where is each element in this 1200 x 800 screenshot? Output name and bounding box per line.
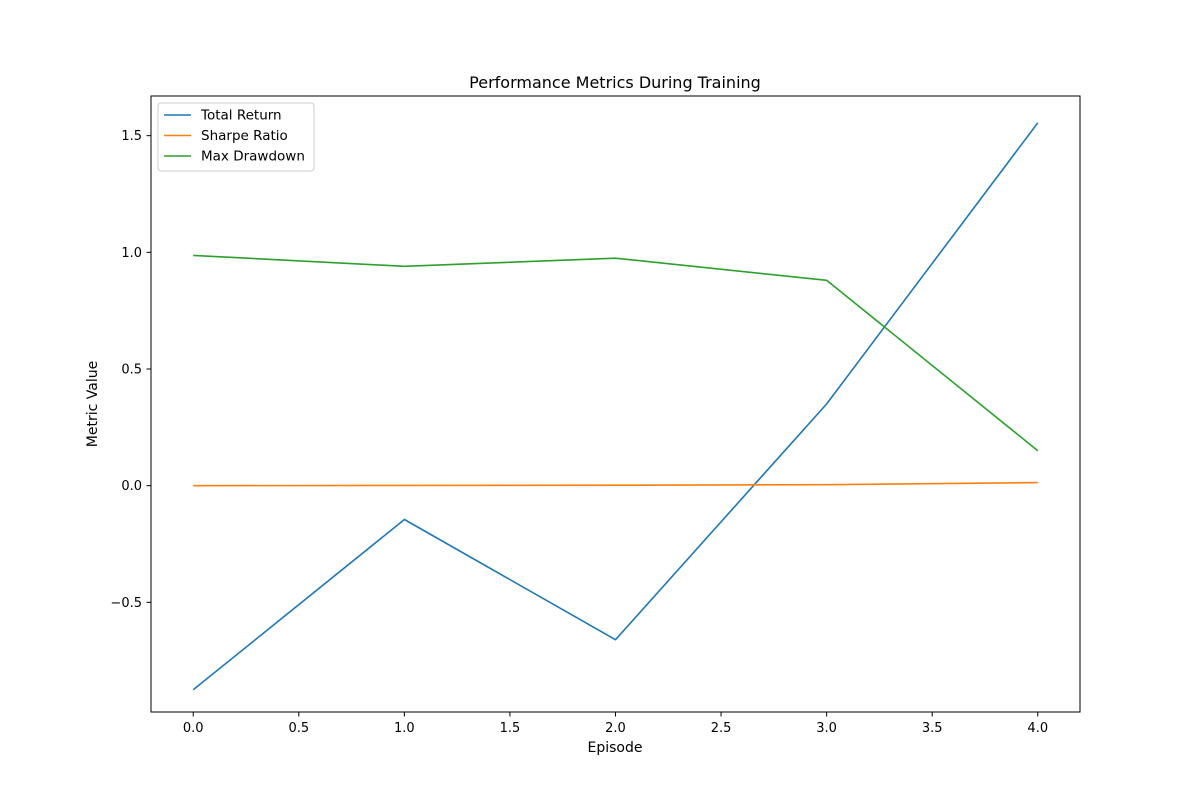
x-tick-label: 3.0	[816, 721, 837, 736]
y-tick-label: 0.5	[121, 363, 142, 378]
chart-title: Performance Metrics During Training	[469, 73, 761, 92]
y-tick-label: −0.5	[110, 596, 142, 611]
x-tick-label: 1.0	[394, 721, 415, 736]
x-axis-label: Episode	[588, 740, 643, 756]
x-tick-label: 2.5	[711, 721, 732, 736]
legend-frame	[157, 102, 315, 172]
x-tick-label: 0.5	[288, 721, 309, 736]
x-tick-label: 2.0	[605, 721, 626, 736]
series-line-total-return	[192, 122, 1039, 691]
legend-label-max-drawdown: Max Drawdown	[201, 149, 305, 165]
plot-area: 0.0 0.5 1.0 1.5 2.0 2.5 3.0 3.5 4.0 −0.5 0.0 0.5 1.0…	[110, 122, 1048, 736]
x-tick-label: 3.5	[922, 721, 943, 736]
x-tick-label: 4.0	[1027, 721, 1048, 736]
legend-label-total-return: Total Return	[200, 108, 282, 124]
y-tick-label: 0.0	[121, 479, 142, 494]
legend-label-sharpe-ratio: Sharpe Ratio	[201, 128, 288, 144]
legend: Total Return Sharpe Ratio Max Drawdown	[157, 102, 315, 172]
x-tick-label: 1.5	[500, 721, 521, 736]
y-axis-label: Metric Value	[85, 361, 101, 447]
y-tick-label: 1.5	[121, 129, 142, 144]
series-line-max-drawdown	[193, 254, 1039, 452]
series-line-sharpe-ratio	[193, 481, 1038, 487]
y-tick-label: 1.0	[121, 246, 142, 261]
x-tick-label: 0.0	[183, 721, 204, 736]
plot-frame	[150, 95, 1081, 713]
